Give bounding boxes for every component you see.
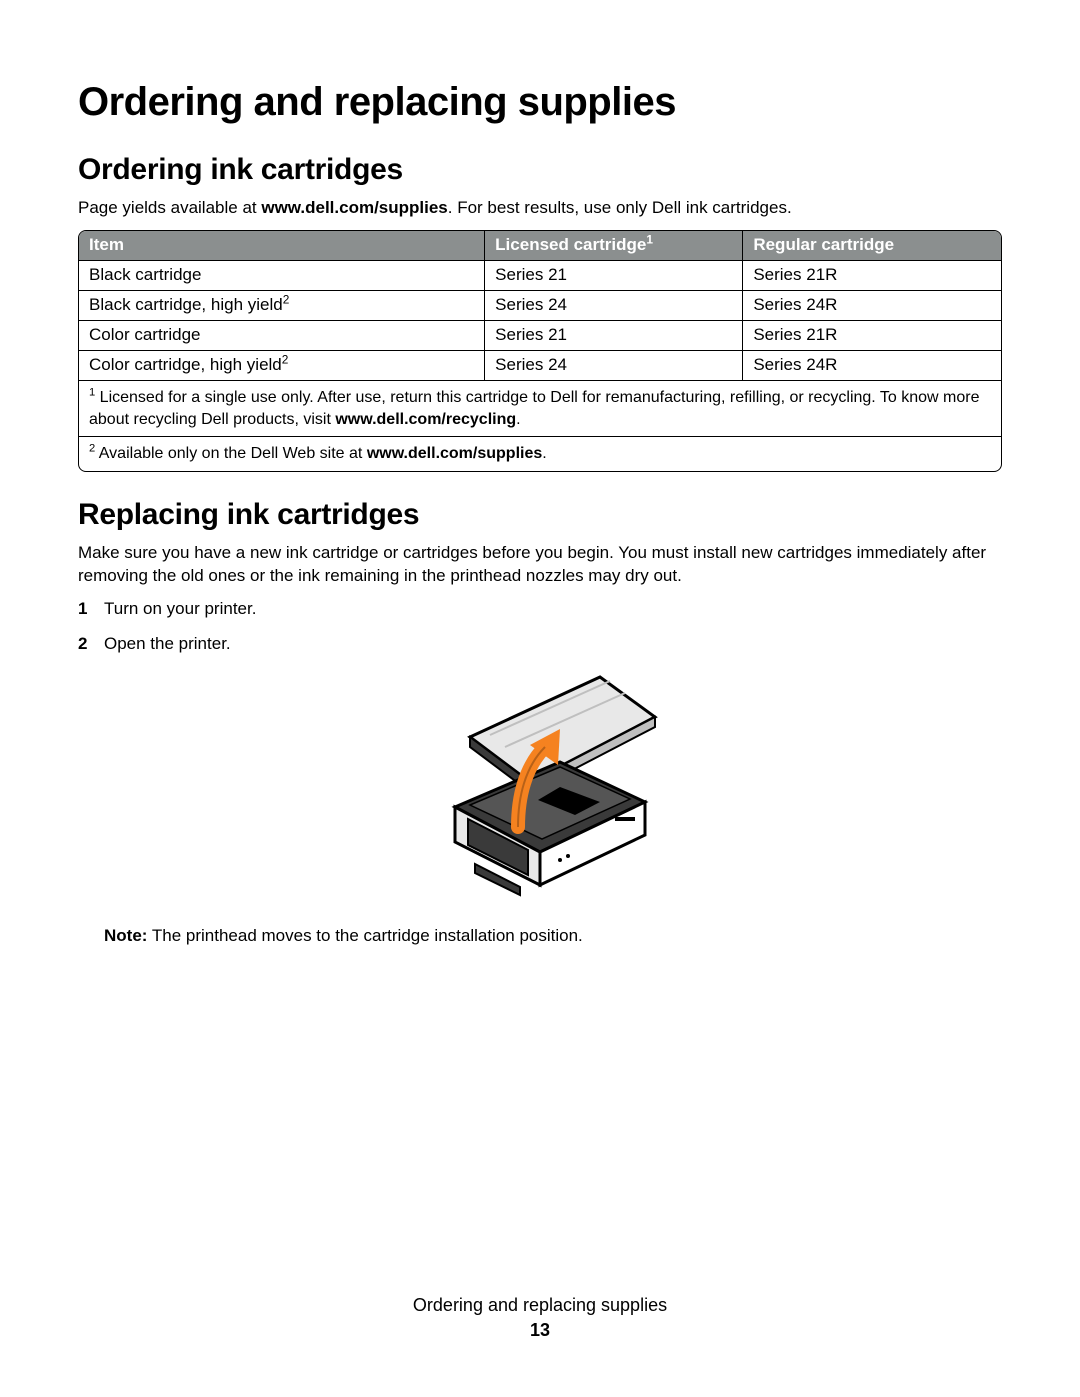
footnote1-post: . bbox=[516, 411, 520, 428]
table-footnote-1: 1 Licensed for a single use only. After … bbox=[79, 380, 1001, 436]
table-row: Black cartridge, high yield2 Series 24 S… bbox=[79, 290, 1001, 320]
col-regular-label: Regular cartridge bbox=[753, 235, 894, 254]
cell-item: Color cartridge bbox=[89, 325, 201, 344]
col-regular: Regular cartridge bbox=[743, 231, 1001, 261]
ordering-intro-link: www.dell.com/supplies bbox=[261, 198, 447, 217]
table-footnote-2: 2 Available only on the Dell Web site at… bbox=[79, 437, 1001, 471]
table-row: Black cartridge Series 21 Series 21R bbox=[79, 260, 1001, 290]
ordering-intro-post: . For best results, use only Dell ink ca… bbox=[448, 198, 792, 217]
page-title: Ordering and replacing supplies bbox=[78, 80, 1002, 125]
replacing-intro: Make sure you have a new ink cartridge o… bbox=[78, 542, 1002, 588]
col-item: Item bbox=[79, 231, 485, 261]
cell-item-sup: 2 bbox=[282, 352, 289, 366]
section-ordering-title: Ordering ink cartridges bbox=[78, 153, 1002, 187]
footnote2-link: www.dell.com/supplies bbox=[367, 445, 542, 462]
col-licensed-sup: 1 bbox=[646, 232, 653, 246]
cartridge-table-wrap: Item Licensed cartridge1 Regular cartrid… bbox=[78, 230, 1002, 472]
step-item: 1 Turn on your printer. bbox=[78, 598, 1002, 621]
col-licensed: Licensed cartridge1 bbox=[485, 231, 743, 261]
table-row: Color cartridge, high yield2 Series 24 S… bbox=[79, 350, 1001, 380]
step-number: 1 bbox=[78, 598, 87, 621]
cell-regular: Series 21R bbox=[743, 320, 1001, 350]
cell-regular: Series 21R bbox=[743, 260, 1001, 290]
note-label: Note: bbox=[104, 926, 147, 945]
step-text: Open the printer. bbox=[104, 634, 231, 653]
cell-licensed: Series 21 bbox=[485, 320, 743, 350]
note-text: The printhead moves to the cartridge ins… bbox=[147, 926, 582, 945]
ordering-intro: Page yields available at www.dell.com/su… bbox=[78, 197, 1002, 220]
footer-chapter: Ordering and replacing supplies bbox=[0, 1295, 1080, 1316]
cell-licensed: Series 24 bbox=[485, 290, 743, 320]
printer-illustration-icon bbox=[410, 667, 670, 907]
table-header-row: Item Licensed cartridge1 Regular cartrid… bbox=[79, 231, 1001, 261]
cell-item-sup: 2 bbox=[283, 292, 290, 306]
cell-item: Color cartridge, high yield bbox=[89, 355, 282, 374]
steps-list: 1 Turn on your printer. 2 Open the print… bbox=[78, 598, 1002, 656]
cartridge-table: Item Licensed cartridge1 Regular cartrid… bbox=[79, 231, 1001, 471]
table-row: Color cartridge Series 21 Series 21R bbox=[79, 320, 1001, 350]
printhead-note: Note: The printhead moves to the cartrid… bbox=[104, 926, 1002, 946]
step-item: 2 Open the printer. bbox=[78, 633, 1002, 656]
step-number: 2 bbox=[78, 633, 87, 656]
col-licensed-label: Licensed cartridge bbox=[495, 235, 646, 254]
cell-regular: Series 24R bbox=[743, 350, 1001, 380]
footnote1-link: www.dell.com/recycling bbox=[335, 411, 516, 428]
cell-licensed: Series 24 bbox=[485, 350, 743, 380]
col-item-label: Item bbox=[89, 235, 124, 254]
footnote2-post: . bbox=[542, 445, 546, 462]
cell-item: Black cartridge bbox=[89, 265, 201, 284]
page-footer: Ordering and replacing supplies 13 bbox=[0, 1295, 1080, 1341]
footnote2-text: Available only on the Dell Web site at bbox=[95, 445, 367, 462]
footer-page-number: 13 bbox=[0, 1320, 1080, 1341]
step-text: Turn on your printer. bbox=[104, 599, 256, 618]
ordering-intro-pre: Page yields available at bbox=[78, 198, 261, 217]
cell-regular: Series 24R bbox=[743, 290, 1001, 320]
section-replacing-title: Replacing ink cartridges bbox=[78, 498, 1002, 532]
footnote1-text: Licensed for a single use only. After us… bbox=[89, 389, 980, 428]
printer-open-figure bbox=[78, 667, 1002, 912]
cell-licensed: Series 21 bbox=[485, 260, 743, 290]
cell-item: Black cartridge, high yield bbox=[89, 295, 283, 314]
